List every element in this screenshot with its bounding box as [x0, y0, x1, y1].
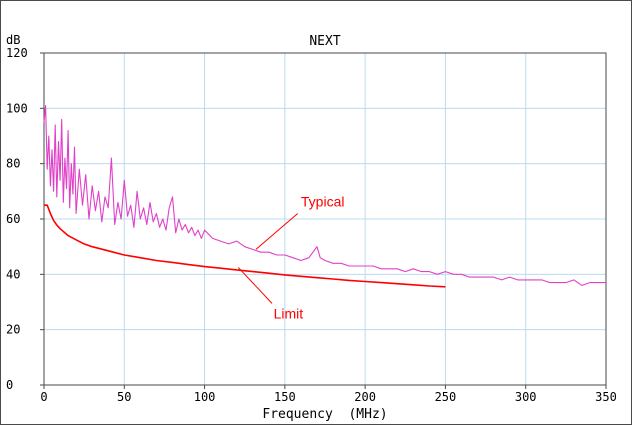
y-tick-label: 20 — [6, 323, 20, 337]
x-axis-label: Frequency (MHz) — [262, 407, 387, 422]
x-tick-label: 200 — [354, 390, 376, 404]
series-limit-line — [44, 204, 446, 288]
grid — [43, 52, 607, 386]
chart-title: NEXT — [309, 34, 340, 49]
x-tick-label: 0 — [40, 390, 47, 404]
limit-label: Limit — [274, 306, 304, 322]
x-tick-label: 50 — [117, 390, 131, 404]
y-tick-label: 100 — [6, 101, 28, 115]
tick-labels: 0 50 100 150 200 250 300 350 0 20 40 60 80 100 120 — [6, 46, 617, 404]
y-tick-label: 0 — [6, 378, 13, 392]
x-tick-label: 150 — [274, 390, 296, 404]
x-tick-label: 100 — [194, 390, 216, 404]
series-lines — [43, 105, 606, 288]
limit-leader-line — [237, 267, 273, 304]
typical-leader-line — [255, 213, 299, 250]
y-tick-label: 120 — [6, 46, 28, 60]
y-tick-label: 60 — [6, 212, 20, 226]
series-typical-line — [43, 105, 606, 286]
typical-label: Typical — [301, 194, 345, 210]
y-tick-label: 80 — [6, 157, 20, 171]
x-tick-label: 350 — [595, 390, 617, 404]
y-axis-label: dB — [6, 33, 20, 47]
y-tick-label: 40 — [6, 267, 20, 281]
x-tick-label: 300 — [515, 390, 537, 404]
x-tick-label: 250 — [435, 390, 457, 404]
annotations: Typical Limit — [237, 194, 345, 322]
